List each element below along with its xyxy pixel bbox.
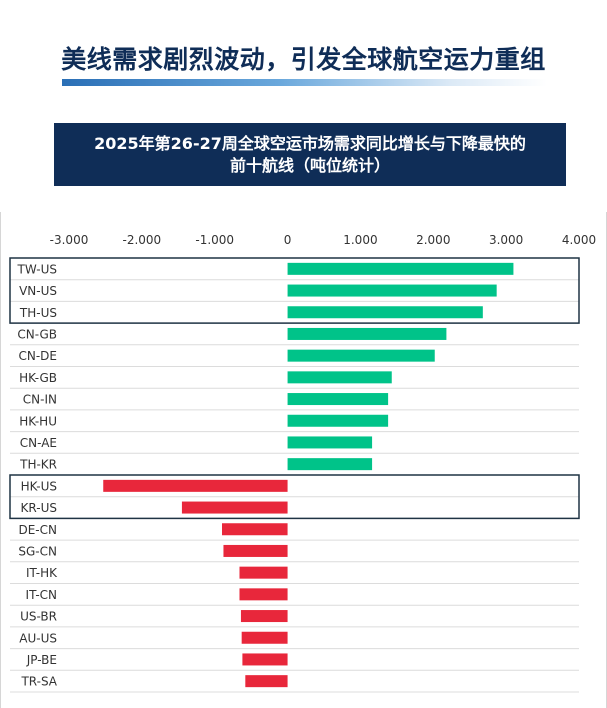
bar-decrease <box>223 544 288 557</box>
bar-decrease <box>239 588 288 601</box>
highlight-box <box>9 474 580 520</box>
headline-underline <box>62 79 547 86</box>
x-tick-label: -1.000 <box>195 233 234 247</box>
bar-decrease <box>245 675 288 688</box>
category-label: IT-CN <box>26 588 57 602</box>
bar-increase <box>287 284 497 297</box>
chart-frame: -3.000 -2.000 -1.000 0 1.000 2.000 3.000 4.000 T… <box>0 212 607 708</box>
category-label: KR-US <box>21 501 57 515</box>
category-label: DE-CN <box>18 523 57 537</box>
chart-title-line1: 2025年第26-27周全球空运市场需求同比增长与下降最快的 <box>94 133 526 153</box>
category-label: CN-DE <box>18 349 57 363</box>
bar-decrease <box>239 566 288 579</box>
category-label: TH-US <box>19 306 57 320</box>
headline: 美线需求剧烈波动，引发全球航空运力重组 <box>61 45 546 74</box>
category-label: TR-SA <box>20 675 57 689</box>
category-label: JP-BE <box>26 653 57 667</box>
category-label: VN-US <box>19 284 57 298</box>
category-label: CN-IN <box>23 393 57 407</box>
category-label: CN-GB <box>17 327 57 341</box>
bar-chart: -3.000 -2.000 -1.000 0 1.000 2.000 3.000 4.000 T… <box>9 233 596 693</box>
bar-decrease <box>241 631 288 644</box>
bar-increase <box>287 262 514 275</box>
x-tick-label: 4.000 <box>562 233 596 247</box>
bar-increase <box>287 436 373 449</box>
category-label: CN-AE <box>20 436 57 450</box>
bar-decrease <box>181 501 288 514</box>
category-label: TW-US <box>17 262 57 276</box>
bar-decrease <box>240 610 288 623</box>
category-label: US-BR <box>20 610 57 624</box>
x-tick-label: 1.000 <box>343 233 377 247</box>
bar-increase <box>287 414 389 427</box>
chart-title-line2: 前十航线（吨位统计） <box>229 155 390 175</box>
category-label: HK-US <box>21 479 57 493</box>
x-tick-label: 3.000 <box>489 233 523 247</box>
category-label: HK-GB <box>19 371 57 385</box>
chart-title-box: 2025年第26-27周全球空运市场需求同比增长与下降最快的 前十航线（吨位统计… <box>54 123 566 186</box>
highlight-box <box>9 257 580 324</box>
x-tick-label: -3.000 <box>50 233 89 247</box>
bar-increase <box>287 393 389 406</box>
bar-increase <box>287 306 483 319</box>
bar-increase <box>287 349 435 362</box>
bar-increase <box>287 458 373 471</box>
category-label: TH-KR <box>19 458 57 472</box>
x-tick-label: -2.000 <box>123 233 162 247</box>
x-tick-label: 0 <box>284 233 292 247</box>
bar-increase <box>287 371 392 384</box>
category-label: AU-US <box>19 631 57 645</box>
bar-decrease <box>242 653 288 666</box>
bar-increase <box>287 327 447 340</box>
bar-decrease <box>103 479 288 492</box>
x-tick-label: 2.000 <box>416 233 450 247</box>
category-label: HK-HU <box>19 414 57 428</box>
bar-decrease <box>222 523 288 536</box>
category-label: SG-CN <box>18 544 57 558</box>
category-label: IT-HK <box>26 566 58 580</box>
